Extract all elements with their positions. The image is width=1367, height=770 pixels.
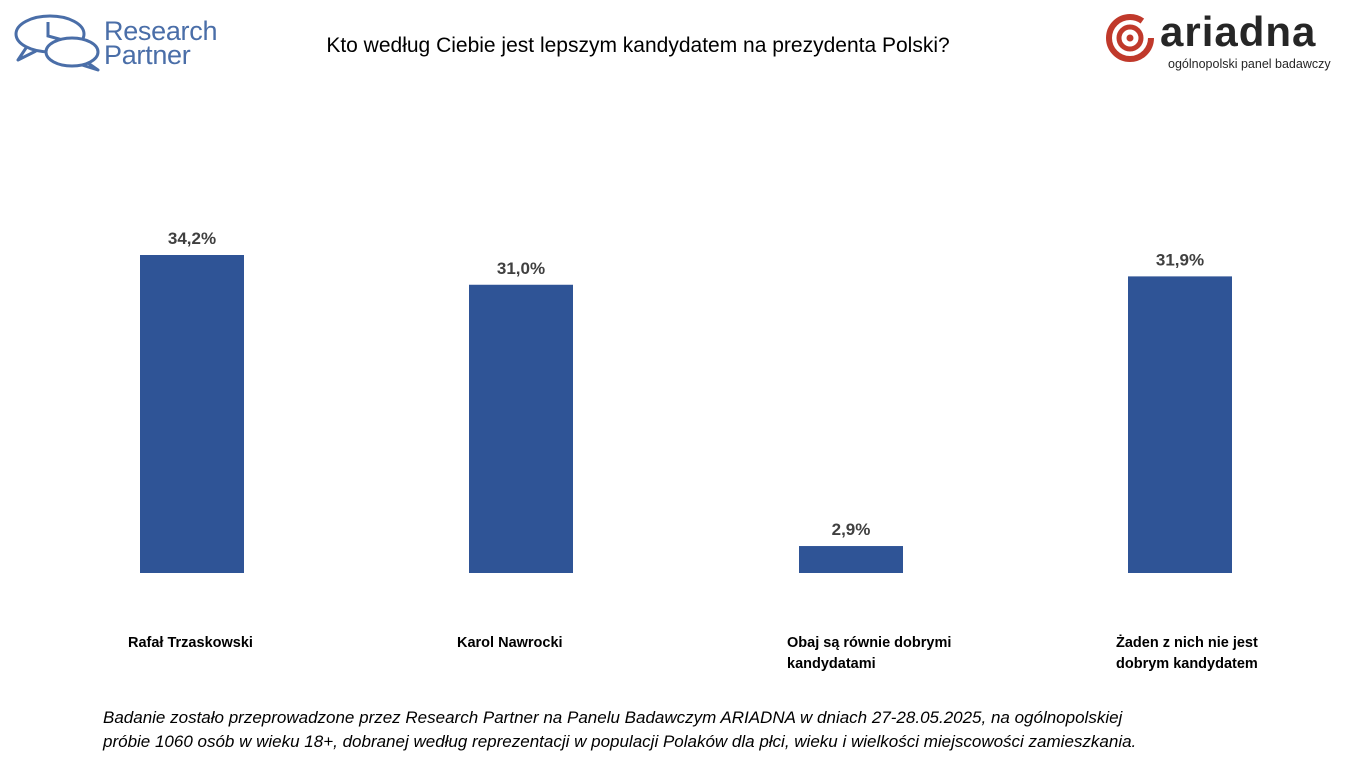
category-label-4: Żaden z nich nie jest dobrym kandydatem (1116, 635, 1258, 672)
bar-2 (469, 284, 573, 573)
research-partner-wordmark: Research Partner (104, 16, 218, 70)
bar-3 (799, 546, 903, 573)
data-label-3: 2,9% (832, 520, 871, 539)
footnote: Badanie zostało przeprowadzone przez Res… (103, 706, 1303, 754)
data-label-4: 31,9% (1156, 250, 1204, 269)
bar-1 (140, 255, 244, 573)
category-label-3: Obaj są równie dobrymi kandydatami (787, 635, 952, 672)
category-label-1: Rafał Trzaskowski (128, 635, 253, 651)
chart-title: Kto według Ciebie jest lepszym kandydate… (326, 34, 950, 57)
ariadna-wordmark: ariadna (1160, 8, 1317, 55)
ariadna-spiral-icon (1106, 14, 1154, 62)
research-partner-logo: Research Partner (12, 12, 227, 74)
data-label-1: 34,2% (168, 229, 216, 248)
speech-bubbles-chart-icon (14, 14, 100, 72)
ariadna-logo: ariadna ogólnopolski panel badawczy (1104, 8, 1354, 76)
ariadna-tagline: ogólnopolski panel badawczy (1168, 57, 1331, 71)
bar-4 (1128, 276, 1232, 573)
footnote-line-1: Badanie zostało przeprowadzone przez Res… (103, 708, 1123, 727)
category-label-2: Karol Nawrocki (457, 635, 563, 651)
data-label-2: 31,0% (497, 259, 545, 278)
footnote-line-2: próbie 1060 osób w wieku 18+, dobranej w… (103, 732, 1137, 751)
